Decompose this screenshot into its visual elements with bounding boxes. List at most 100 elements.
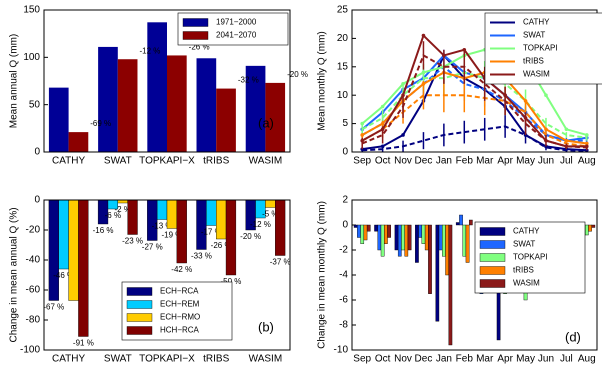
- bar: [418, 224, 423, 238]
- bar: [397, 224, 402, 257]
- bar: [445, 224, 449, 276]
- x-tick-label: Aug: [578, 354, 596, 365]
- value-label: -37 %: [270, 258, 291, 267]
- legend-label: ECH−RCA: [160, 287, 199, 296]
- point: [564, 127, 569, 132]
- y-tick-label: -40: [26, 255, 41, 266]
- x-tick-label: TOPKAPI−X: [139, 354, 195, 365]
- bar: [374, 224, 378, 232]
- x-tick-label: Jan: [436, 354, 452, 365]
- bar: [377, 224, 382, 251]
- y-tick-label: -100: [20, 345, 40, 356]
- bar: [206, 199, 217, 226]
- legend-swatch: [126, 300, 153, 309]
- bar: [353, 224, 358, 228]
- future-line: [361, 54, 587, 149]
- bar: [366, 224, 371, 232]
- value-label: -67 %: [43, 303, 64, 312]
- y-tick-label: -4: [339, 270, 348, 281]
- panel-label: (d): [565, 329, 581, 344]
- bar: [216, 88, 236, 152]
- bar: [448, 224, 453, 346]
- x-tick-label: tRIBS: [203, 354, 229, 365]
- legend-label: WASIM: [513, 279, 540, 288]
- legend-label: 1971−2000: [216, 18, 257, 27]
- point: [442, 53, 446, 58]
- point: [584, 144, 589, 149]
- legend-label: CATHY: [523, 18, 550, 27]
- y-tick-label: 15: [337, 61, 349, 72]
- y-tick-label: 25: [337, 5, 349, 16]
- x-tick-label: CATHY: [52, 354, 85, 365]
- bar: [48, 87, 69, 152]
- value-label: -33 %: [191, 252, 212, 261]
- y-tick-label: 0: [342, 220, 348, 231]
- bar: [462, 224, 467, 257]
- x-tick-label: TOPKAPI−X: [139, 156, 195, 167]
- value-label: -5 %: [262, 210, 278, 219]
- value-label: -46 %: [53, 271, 74, 280]
- bar: [384, 224, 388, 244]
- y-tick-label: -2: [339, 245, 348, 256]
- x-tick-label: Mar: [476, 354, 494, 365]
- value-label: -50 %: [221, 277, 242, 286]
- value-label: -27 %: [142, 243, 163, 252]
- point: [380, 127, 385, 132]
- bar: [380, 224, 385, 257]
- y-tick-label: 5: [342, 118, 348, 129]
- bar: [424, 224, 429, 251]
- x-tick-label: Feb: [456, 354, 474, 365]
- bar: [265, 82, 286, 152]
- panel-label: (b): [258, 319, 274, 334]
- legend-swatch: [479, 227, 506, 236]
- legend-label: WASIM: [523, 70, 550, 79]
- line: [362, 53, 587, 152]
- y-tick-label: 50: [29, 99, 41, 110]
- value-label: -12 %: [250, 220, 271, 229]
- bar: [428, 224, 432, 294]
- value-label: -20 %: [240, 232, 261, 241]
- x-tick-label: Jan: [436, 156, 452, 167]
- bar: [459, 214, 463, 226]
- x-tick-label: Aug: [578, 156, 596, 167]
- x-tick-label: Feb: [456, 156, 474, 167]
- legend-swatch: [182, 31, 209, 40]
- bar: [196, 58, 217, 152]
- bar: [421, 224, 426, 244]
- value-label: -19 %: [161, 231, 182, 240]
- axes-frame: [43, 9, 291, 153]
- bar: [591, 224, 596, 228]
- y-tick-label: 100: [23, 52, 40, 63]
- bar: [176, 199, 187, 264]
- x-tick-label: CATHY: [52, 156, 85, 167]
- y-tick-label: 2: [342, 195, 348, 206]
- y-tick-label: 0: [342, 147, 348, 158]
- y-axis-label: Mean monthly Q (mm): [317, 31, 328, 130]
- legend-swatch: [126, 287, 153, 296]
- x-tick-label: Sep: [353, 354, 371, 365]
- bar: [468, 219, 473, 226]
- point: [421, 33, 426, 38]
- legend-label: tRIBS: [513, 266, 534, 275]
- future-line: [362, 125, 587, 152]
- bar: [442, 224, 446, 257]
- x-tick-label: WASIM: [249, 156, 283, 167]
- x-tick-label: Mar: [476, 156, 494, 167]
- bar: [435, 224, 440, 322]
- legend-swatch: [126, 326, 153, 335]
- legend-swatch: [479, 240, 506, 249]
- bar: [167, 55, 187, 152]
- bar: [455, 222, 460, 226]
- y-tick-label: 10: [337, 90, 349, 101]
- x-tick-label: Jun: [538, 156, 554, 167]
- y-axis-label: Change in mean monthly Q (mm): [317, 201, 328, 349]
- point: [523, 99, 528, 103]
- bar: [357, 224, 361, 238]
- bar: [407, 224, 412, 251]
- line: [361, 33, 587, 148]
- legend-label: SWAT: [513, 240, 535, 249]
- bar: [584, 224, 589, 236]
- bar: [394, 224, 399, 251]
- bar: [156, 199, 168, 220]
